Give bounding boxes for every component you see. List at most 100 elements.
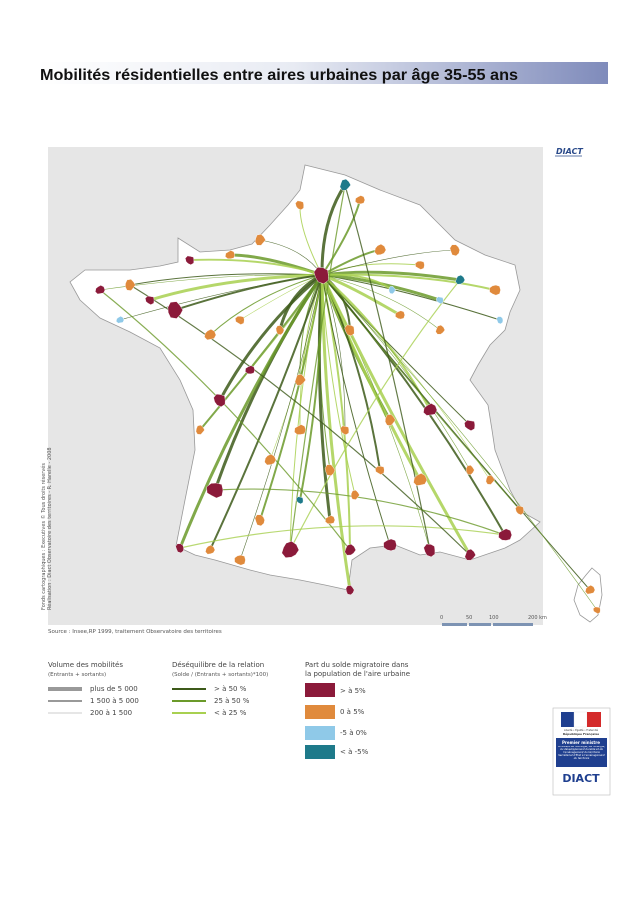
urban-area [585,584,596,595]
urban-area [423,403,438,416]
legend-title: Volume des mobilités [48,661,123,669]
urban-area [383,538,397,552]
scale-segment [469,623,491,626]
scale-label: 200 km [528,615,547,621]
flow [317,274,332,521]
flow [99,289,351,551]
legend-swatch [305,726,335,740]
credits-line: Fonds cartographiques : Executives © Tou… [40,463,47,610]
legend-label: 0 à 5% [340,708,365,716]
urban-area [355,195,366,205]
legend-label: 1 500 à 5 000 [90,697,139,705]
scale-segment [442,623,467,626]
flow [209,274,323,336]
logo-ministry: Ministère de l'écologie, de l'énergie, d… [558,746,605,754]
urban-area [264,453,277,466]
credits-line: Réalisation : Diact Observatoire des ter… [46,447,53,610]
flow [178,274,324,549]
urban-area [225,250,236,260]
urban-areas [95,178,601,614]
flow [289,184,346,551]
legend-label: < à 25 % [214,709,247,717]
flow [344,184,431,551]
urban-area [465,465,475,476]
urban-area [213,393,226,408]
flow [321,274,441,331]
flow [259,274,323,521]
logo-band [556,738,607,767]
legend-label: 200 à 1 500 [90,709,132,717]
map-brand: DIACT [556,147,583,156]
urban-area [498,528,513,541]
urban-area [449,244,460,257]
urban-area [195,424,205,435]
urban-area [295,200,304,211]
flow [209,274,323,551]
flows [99,184,598,611]
urban-area [245,365,256,375]
urban-area [345,585,355,596]
legend-subtitle: (Solde / (Entrants + sortants)*100) [172,672,268,678]
logo-secretariat: Secrétariat d'État à l'aménagement du te… [558,753,605,760]
urban-area [423,543,436,558]
flow [214,488,506,536]
flow [289,274,323,551]
legend-subtitle: (Entrants + sortants) [48,672,106,678]
urban-area [350,489,360,500]
scale-label: 0 [440,615,443,621]
urban-area [175,543,184,554]
urban-area [254,514,265,527]
urban-area [325,515,336,525]
urban-area [281,540,300,558]
legend-title: Part du solde migratoire dans [305,661,409,669]
urban-area [234,554,246,566]
logo-republic: République Française [563,732,599,736]
urban-area [344,543,357,556]
urban-area [388,286,396,295]
urban-area [254,233,266,246]
legend-label: plus de 5 000 [90,685,138,693]
scale-label: 50 [466,615,472,621]
flow [321,249,456,276]
urban-area [206,482,224,499]
logo-ministry-box: Ministère de l'écologie, de l'énergie, d… [558,746,605,760]
urban-area [275,325,285,336]
legend-swatch [305,705,335,719]
legend-title: la population de l'aire urbaine [305,670,410,678]
title-bar [36,62,608,84]
urban-area [464,548,476,561]
flow [321,274,391,546]
urban-area [592,606,601,614]
flow [321,270,461,282]
flag-blue [561,712,574,727]
urban-area [384,414,396,426]
urban-area [395,310,406,320]
urban-area [145,295,155,305]
logo: Liberté • Égalité • Fraternité Républiqu… [552,707,611,796]
urban-area [95,285,106,295]
legend-swatch [305,745,335,759]
urban-area [496,316,504,325]
flow [321,274,501,321]
urban-area [296,496,304,505]
flag-red [587,712,601,727]
urban-area [340,425,350,436]
flow [129,273,323,286]
urban-area [374,243,387,256]
flow [119,274,323,321]
urban-area [205,544,216,555]
flow [299,204,323,276]
scale-segment [493,623,533,626]
urban-area [125,279,136,291]
map [69,164,603,623]
scale-bar: 0 50 100 200 km [440,615,547,626]
legend-swatch [305,683,335,697]
legend-label: < à -5% [340,748,369,756]
urban-area [115,315,125,324]
urban-area [324,464,336,477]
flow [189,258,323,276]
urban-area [185,255,195,266]
flow [321,273,393,291]
